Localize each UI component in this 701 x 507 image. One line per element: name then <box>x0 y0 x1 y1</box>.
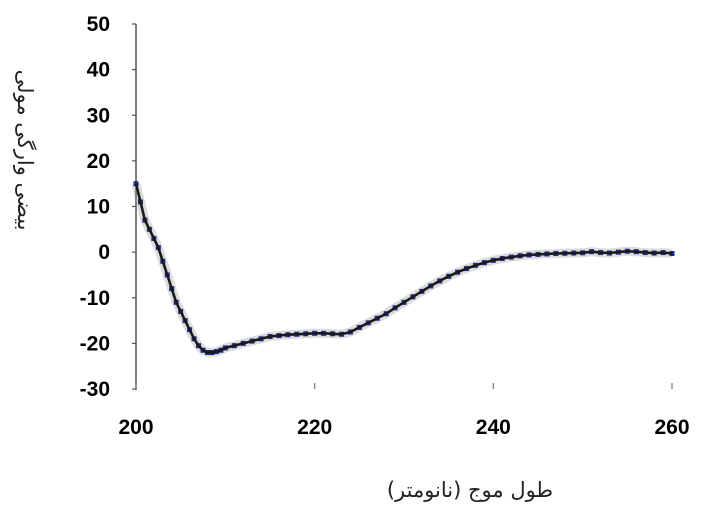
y-tick-label: -10 <box>80 287 110 310</box>
y-axis-title: بیضی وارگی مولی <box>13 70 37 231</box>
y-tick-label: 50 <box>87 13 110 36</box>
y-tick-label: 0 <box>98 241 110 264</box>
data-point <box>133 181 139 187</box>
x-ticks: 200 220 240 260 <box>118 383 690 439</box>
series-line <box>134 183 673 354</box>
y-tick-label: 10 <box>87 196 110 219</box>
x-tick-label: 200 <box>118 416 153 439</box>
x-tick-label: 260 <box>654 416 689 439</box>
y-tick-label: 30 <box>87 104 110 127</box>
y-tick-label: -20 <box>80 332 110 355</box>
series-layer <box>131 181 675 357</box>
x-tick-label: 240 <box>476 416 511 439</box>
x-axis-title: طول موج (نانومتر) <box>387 478 553 503</box>
series-noise-band <box>131 182 673 357</box>
x-tick-label: 220 <box>297 416 332 439</box>
y-tick-label: 40 <box>87 59 110 82</box>
y-ticks: 50 40 30 20 10 0 -10 -20 -30 <box>80 13 136 401</box>
y-tick-label: 20 <box>87 150 110 173</box>
y-tick-label: -30 <box>80 378 110 401</box>
